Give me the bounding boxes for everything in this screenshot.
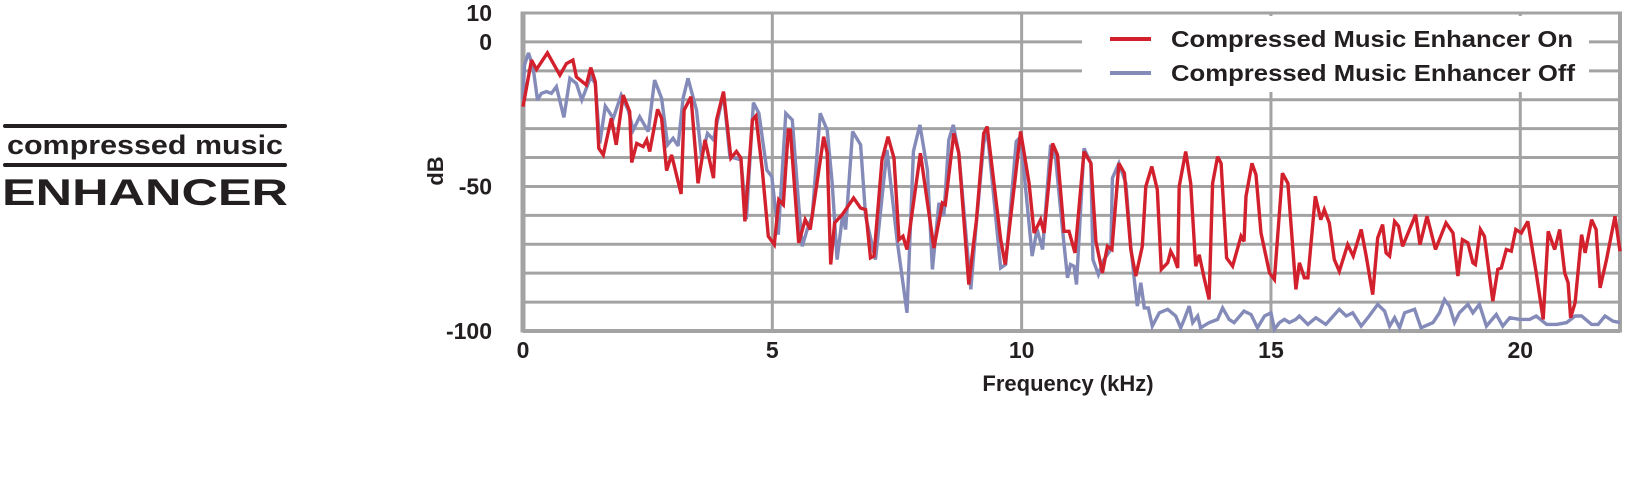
cme-logo: compressed music ENHANCER [2,124,288,213]
x-tick-label: 10 [1009,337,1035,363]
series-line-enhancer-off [521,52,1621,334]
series-layer [521,49,1622,334]
logo-top-rule [3,124,287,128]
y-tick-label: -100 [446,318,492,344]
y-tick-label: -50 [459,173,492,199]
x-axis-title: Frequency (kHz) [982,371,1153,396]
y-tick-label: 10 [466,0,492,26]
legend-label-on: Compressed Music Enhancer On [1171,26,1573,52]
y-tick-labels: 10 0 -50 -100 [446,0,492,344]
x-tick-label: 5 [766,337,779,363]
legend-label-off: Compressed Music Enhancer Off [1171,60,1575,86]
legend-background [1082,16,1589,92]
x-tick-label: 20 [1507,337,1533,363]
legend: Compressed Music Enhancer On Compressed … [1082,16,1589,92]
x-tick-label: 15 [1258,337,1284,363]
x-tick-labels: 0 5 10 15 20 [517,337,1533,363]
y-axis-title: dB [423,156,448,185]
series-line-enhancer-on [521,49,1622,320]
logo-line1: compressed music [7,130,283,160]
logo-bottom-rule [3,163,287,167]
x-tick-label: 0 [517,337,530,363]
logo-line2: ENHANCER [2,172,288,213]
y-tick-label: 0 [479,29,492,55]
grid [520,11,1622,333]
